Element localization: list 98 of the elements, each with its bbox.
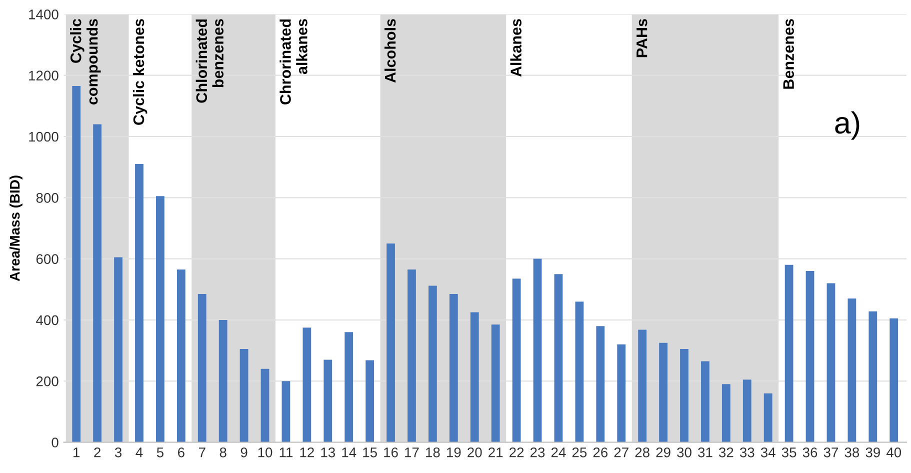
bar xyxy=(93,124,102,442)
bar xyxy=(596,326,605,442)
x-tick-label: 10 xyxy=(258,447,272,458)
bar xyxy=(784,264,794,442)
x-tick-label: 39 xyxy=(866,447,880,458)
x-tick-label: 15 xyxy=(363,448,377,458)
bar xyxy=(554,274,563,442)
bar xyxy=(218,320,228,442)
x-tick-label: 3 xyxy=(114,447,122,458)
x-tick-label: 31 xyxy=(698,447,712,458)
bar xyxy=(114,257,122,442)
bar xyxy=(408,270,416,442)
x-tick-label: 37 xyxy=(824,447,838,458)
x-tick-label: 14 xyxy=(342,448,356,458)
x-tick-label: 22 xyxy=(510,447,524,458)
bar xyxy=(512,278,521,442)
y-axis-title: Area/Mass (BID) xyxy=(10,176,22,282)
bar xyxy=(575,302,584,442)
bar xyxy=(366,360,374,442)
x-tick-label: 25 xyxy=(572,447,587,458)
annotation: Chrorinated alkanes xyxy=(280,19,308,104)
bar xyxy=(533,258,542,442)
bar xyxy=(722,384,730,442)
bar xyxy=(868,311,878,442)
bar xyxy=(890,318,898,442)
bar xyxy=(135,164,144,442)
bar xyxy=(156,196,164,442)
bar xyxy=(470,312,479,442)
y-tick-label: 200 xyxy=(36,376,58,386)
annotation: Alkanes xyxy=(510,19,522,77)
bar xyxy=(617,344,626,442)
x-tick-label: 18 xyxy=(426,447,440,458)
bar xyxy=(344,332,354,442)
bar xyxy=(386,244,395,442)
x-tick-label: 34 xyxy=(760,447,776,458)
bar xyxy=(324,360,332,442)
x-tick-label: 28 xyxy=(635,447,650,458)
x-tick-label: 23 xyxy=(530,447,545,458)
annotation: Cyclic ketones xyxy=(132,19,148,125)
x-tick-label: 5 xyxy=(156,448,164,458)
x-tick-label: 32 xyxy=(718,447,734,458)
band-label: Cyclic compounds xyxy=(70,18,101,104)
x-tick-label: 27 xyxy=(614,447,628,458)
x-tick-label: 9 xyxy=(240,447,248,458)
y-tick-label: 400 xyxy=(36,315,58,326)
bar xyxy=(72,86,81,442)
y-tick-label: 1200 xyxy=(29,70,58,81)
x-tick-label: 35 xyxy=(782,447,796,458)
x-tick-label: 8 xyxy=(220,447,226,458)
bar xyxy=(428,286,437,442)
x-tick-label: 12 xyxy=(300,447,314,458)
band-label: Chlorinated benzenes xyxy=(196,19,224,103)
y-tick-label: 800 xyxy=(36,192,58,203)
bar xyxy=(826,283,836,442)
x-tick-label: 33 xyxy=(740,447,754,458)
bar xyxy=(638,330,647,442)
bar xyxy=(659,342,668,442)
bar xyxy=(449,294,458,442)
x-tick-label: 19 xyxy=(447,447,461,458)
bar xyxy=(491,324,500,442)
annotation: a) xyxy=(835,111,860,140)
bar xyxy=(742,380,752,442)
x-tick-label: 1 xyxy=(74,448,80,458)
y-tick-label: 0 xyxy=(52,438,58,448)
bar xyxy=(806,271,814,442)
bar xyxy=(701,361,710,442)
bar xyxy=(680,349,688,442)
x-tick-label: 6 xyxy=(178,447,184,458)
bar xyxy=(260,368,270,442)
bar xyxy=(282,381,290,442)
x-tick-label: 4 xyxy=(136,448,143,458)
x-tick-label: 7 xyxy=(198,448,206,458)
band-label: Alcohols xyxy=(384,19,396,83)
y-tick-label: 1000 xyxy=(29,132,58,142)
x-tick-label: 2 xyxy=(94,447,100,458)
x-tick-label: 36 xyxy=(802,447,818,458)
x-tick-label: 17 xyxy=(405,448,419,458)
annotation: Benzenes xyxy=(783,19,794,89)
bar xyxy=(764,393,772,442)
x-tick-label: 20 xyxy=(468,447,482,458)
bar xyxy=(176,270,186,442)
x-tick-label: 38 xyxy=(844,447,860,458)
bar xyxy=(240,349,248,442)
x-tick-label: 29 xyxy=(656,447,670,458)
bar xyxy=(198,294,206,442)
x-tick-label: 13 xyxy=(321,447,336,458)
x-tick-label: 11 xyxy=(280,448,293,458)
x-tick-label: 24 xyxy=(551,447,566,458)
y-tick-label: 1400 xyxy=(29,10,58,20)
x-tick-label: 26 xyxy=(593,447,608,458)
bar xyxy=(848,298,856,442)
bar xyxy=(302,328,312,442)
y-tick-label: 600 xyxy=(36,254,58,264)
x-tick-label: 16 xyxy=(384,447,398,458)
x-tick-label: 40 xyxy=(886,447,902,458)
x-tick-label: 21 xyxy=(488,447,503,458)
x-tick-label: 30 xyxy=(677,447,692,458)
band-label: PAHs xyxy=(636,19,648,58)
